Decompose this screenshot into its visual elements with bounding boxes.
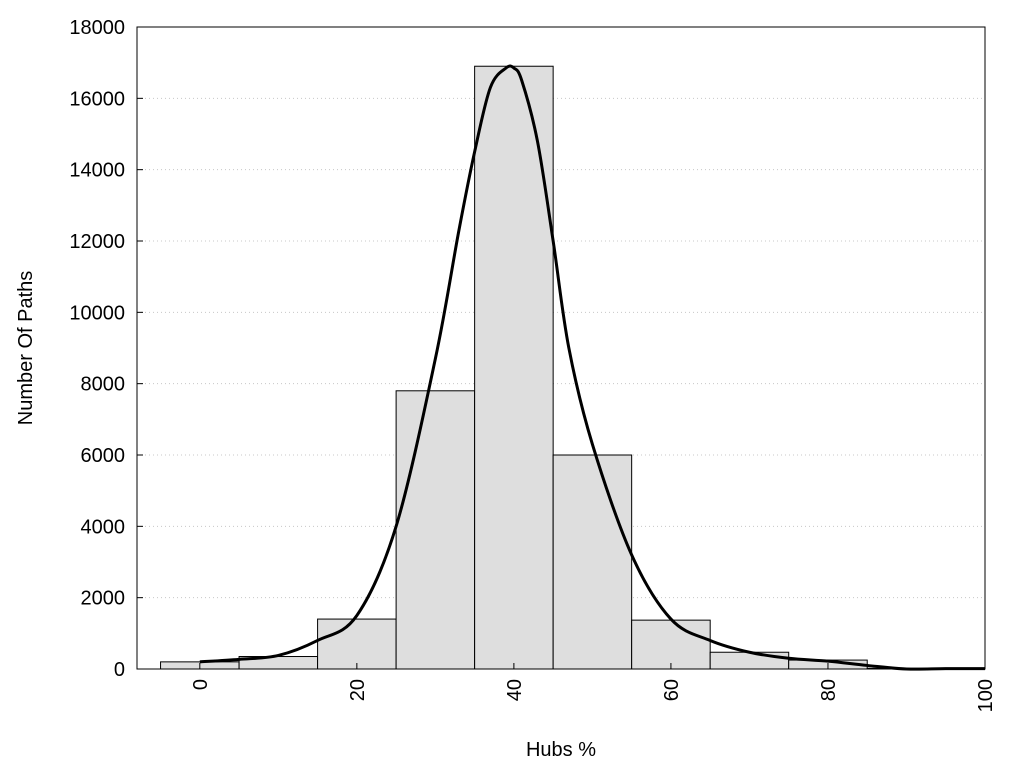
x-axis-label: Hubs % (526, 739, 596, 761)
x-tick-label: 60 (661, 679, 683, 701)
y-tick-label: 18000 (69, 17, 125, 39)
histogram-bar (317, 618, 397, 670)
histogram-bar (552, 454, 633, 670)
x-tick-label: 0 (190, 679, 212, 690)
x-tick-label: 80 (818, 679, 840, 701)
y-axis-ticks: 0 2000 4000 6000 8000 10000 12000 14000 16000 180… (69, 17, 143, 681)
histogram-bar (474, 65, 554, 670)
density-curve-group (199, 64, 986, 671)
histogram-bar (395, 390, 476, 670)
x-tick-label: 100 (975, 679, 997, 712)
y-tick-label: 0 (114, 659, 125, 681)
y-tick-label: 14000 (69, 160, 125, 182)
histogram-bars (160, 65, 986, 670)
y-tick-label: 6000 (81, 445, 126, 467)
y-tick-label: 4000 (81, 516, 126, 538)
x-axis-ticks: 0 20 40 60 80 100 (190, 663, 997, 712)
density-curve (199, 64, 986, 671)
x-tick-label: 40 (504, 679, 526, 701)
y-tick-label: 8000 (81, 374, 126, 396)
y-tick-label: 12000 (69, 231, 125, 253)
x-tick-label: 20 (347, 679, 369, 701)
y-tick-label: 10000 (69, 302, 125, 324)
y-tick-label: 16000 (69, 88, 125, 110)
y-axis-label: Number Of Paths (15, 271, 37, 426)
histogram-bar (709, 651, 790, 670)
histogram-bar (631, 619, 711, 670)
y-tick-label: 2000 (81, 588, 126, 610)
plot-frame (136, 26, 986, 670)
